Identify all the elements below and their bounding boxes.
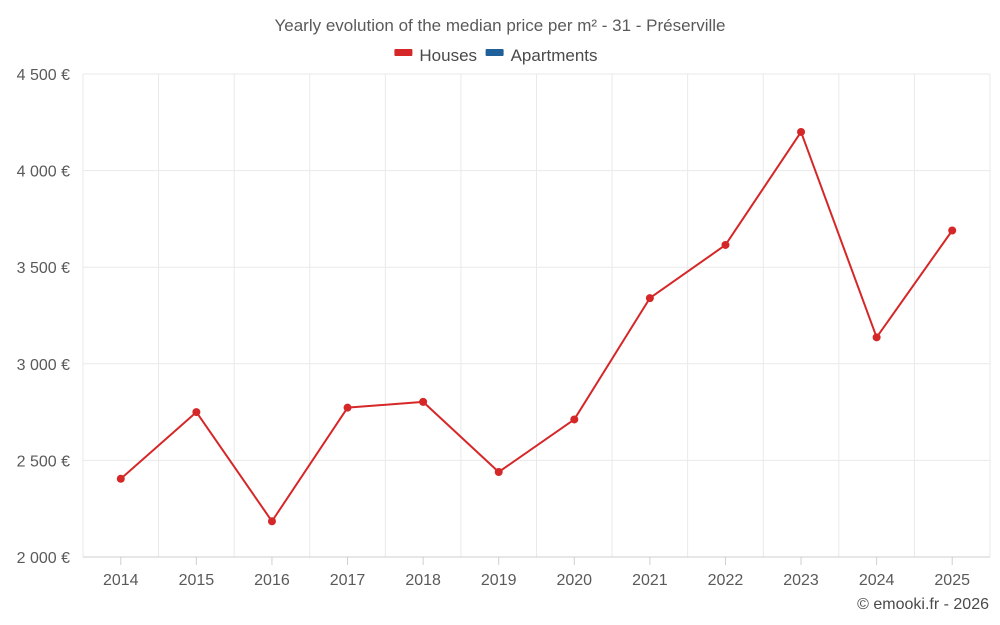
x-tick-label: 2022 xyxy=(708,572,744,589)
legend-swatch xyxy=(485,49,504,56)
y-tick-label: 2 000 € xyxy=(17,550,70,567)
series-line-houses xyxy=(120,130,954,523)
data-point xyxy=(872,333,881,342)
x-tick-label: 2015 xyxy=(179,572,215,589)
legend-label: Apartments xyxy=(511,46,598,65)
data-point xyxy=(192,408,201,417)
legend-swatch xyxy=(394,49,413,56)
data-point xyxy=(419,397,428,406)
x-tick-label: 2020 xyxy=(556,572,592,589)
y-tick-label: 3 000 € xyxy=(17,357,70,374)
x-tick-label: 2019 xyxy=(481,572,517,589)
y-axis: 2 000 € 2 500 € 3 000 € 3 500 € 4 000 € 4 500… xyxy=(17,67,70,567)
x-tick-label: 2016 xyxy=(254,572,290,589)
y-tick-label: 3 500 € xyxy=(17,260,70,277)
chart-title: Yearly evolution of the median price per… xyxy=(274,16,725,35)
y-tick-label: 2 500 € xyxy=(17,453,70,470)
x-tick-label: 2023 xyxy=(783,572,819,589)
y-tick-label: 4 500 € xyxy=(17,67,70,84)
data-point xyxy=(494,467,503,476)
series-group xyxy=(116,127,957,526)
data-point xyxy=(948,226,957,235)
data-point xyxy=(570,415,579,424)
data-point xyxy=(116,474,125,483)
y-tick-label: 4 000 € xyxy=(17,164,70,181)
x-tick-label: 2014 xyxy=(103,572,139,589)
x-tick-label: 2025 xyxy=(934,572,970,589)
x-tick-label: 2024 xyxy=(859,572,895,589)
x-tick-label: 2017 xyxy=(330,572,366,589)
data-point xyxy=(645,294,654,303)
data-point xyxy=(343,403,352,412)
data-point xyxy=(721,240,730,249)
grid xyxy=(82,73,991,557)
credit-label: © emooki.fr - 2026 xyxy=(857,596,989,613)
data-point xyxy=(267,517,276,526)
legend: Houses Apartments xyxy=(394,46,598,65)
x-tick-label: 2018 xyxy=(405,572,441,589)
data-point xyxy=(797,127,806,136)
x-axis: 2014 2015 2016 2017 2018 2019 2020 2021 2022 2023… xyxy=(83,556,990,589)
legend-label: Houses xyxy=(419,46,477,65)
x-tick-label: 2021 xyxy=(632,572,668,589)
legend-item-houses: Houses xyxy=(394,46,477,65)
legend-item-apartments: Apartments xyxy=(485,46,598,65)
